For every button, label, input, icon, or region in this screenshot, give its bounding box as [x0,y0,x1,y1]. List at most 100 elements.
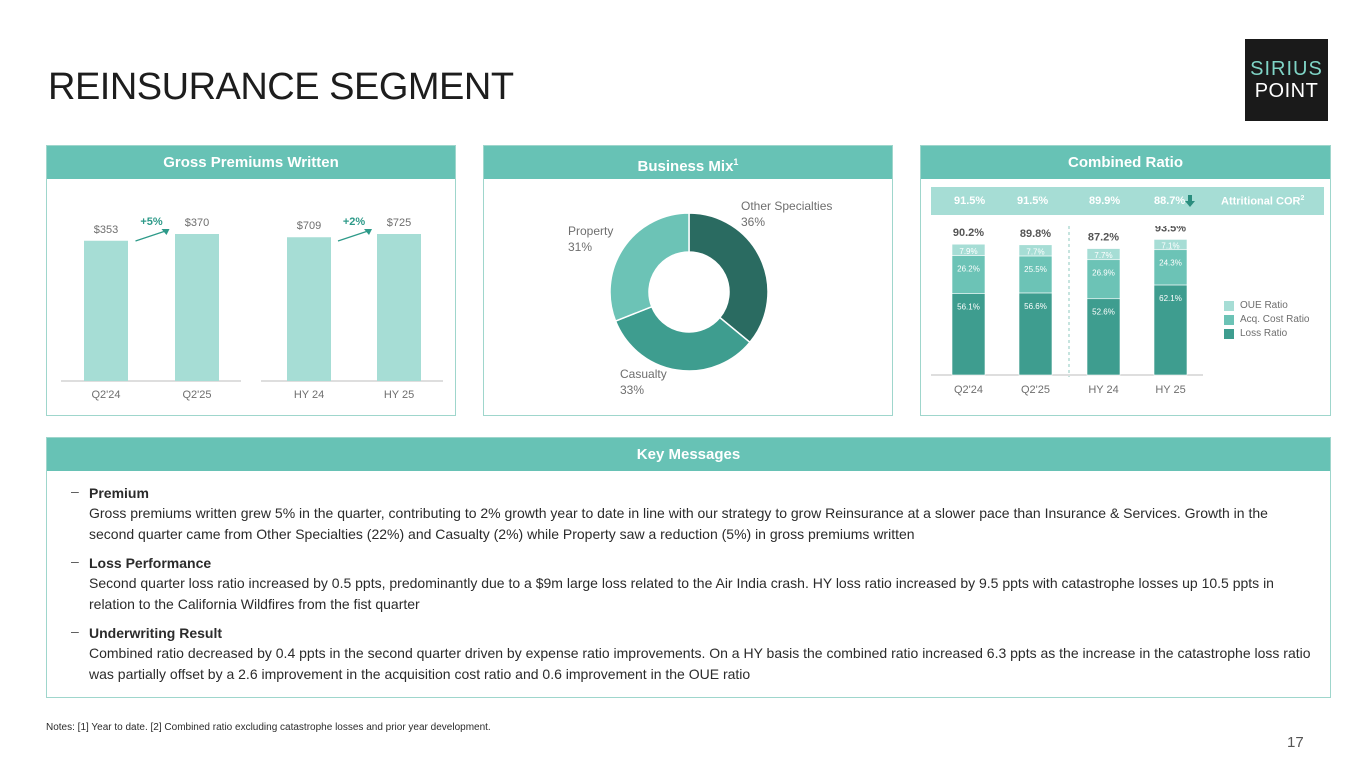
bullet-dash: – [71,623,79,639]
stacked-bar-segment [951,243,986,256]
growth-label: +2% [343,216,366,228]
attritional-cor-strip: 91.5% 91.5% 89.9% 88.7% Attritional COR2 [931,187,1324,215]
x-tick-label: HY 24 [1088,384,1118,396]
combined-ratio-chart: 56.1% 26.2% 7.9% 90.2% Q2'24 56.6% 25.5% 7.7% 89… [931,226,1203,396]
donut-label-casualty: Casualty 33% [620,366,667,398]
key-messages-body: – Premium Gross premiums written grew 5%… [47,471,1330,685]
bar [377,234,421,381]
bar [175,234,219,381]
total-value-label: 93.5% [1155,226,1186,234]
key-message-heading: Premium [89,485,149,501]
key-message-premium: – Premium Gross premiums written grew 5%… [71,483,1312,545]
segment-value-label: 7.7% [1026,247,1044,256]
stacked-bar-segment [951,255,986,294]
stacked-bar-segment [951,293,986,376]
donut-slice [688,212,769,344]
bar-value-label: $353 [94,224,118,236]
slice-name: Property [568,224,614,238]
bullet-dash: – [71,483,79,499]
page-number: 17 [1287,734,1304,751]
attritional-value: 88.7% [1154,195,1186,207]
segment-value-label: 26.2% [957,265,980,274]
business-mix-donut [609,212,769,372]
business-mix-footnote-ref: 1 [733,157,739,167]
segment-value-label: 56.6% [1024,302,1047,311]
segment-value-label: 52.6% [1092,308,1115,317]
total-value-label: 90.2% [953,227,984,239]
key-message-heading: Loss Performance [89,555,212,571]
segment-value-label: 62.1% [1159,294,1182,303]
stacked-bar-segment [1086,248,1121,261]
page-title: REINSURANCE SEGMENT [48,66,514,108]
gross-premiums-panel: Gross Premiums Written $353 Q2'24 $370 Q2'2… [46,145,456,416]
x-tick-label: Q2'25 [182,389,211,401]
attritional-value: 91.5% [1017,195,1049,207]
stacked-bar-segment [1018,255,1053,294]
legend-item-oue: OUE Ratio [1224,300,1288,311]
key-messages-panel: Key Messages – Premium Gross premiums wr… [46,437,1331,698]
attritional-value: 91.5% [954,195,986,207]
key-messages-header: Key Messages [47,438,1330,471]
slice-pct: 36% [741,215,766,229]
segment-value-label: 26.9% [1092,269,1115,278]
segment-value-label: 24.3% [1159,259,1182,268]
slice-pct: 31% [568,240,593,254]
x-tick-label: Q2'25 [1021,384,1050,396]
slice-name: Other Specialties [741,199,833,213]
x-tick-label: Q2'24 [91,389,120,401]
donut-label-other-specialties: Other Specialties 36% [741,198,832,230]
stacked-bar-segment [1018,244,1053,257]
segment-value-label: 7.9% [959,247,977,256]
segment-value-label: 7.7% [1094,251,1112,260]
bullet-dash: – [71,553,79,569]
slice-name: Casualty [620,367,667,381]
legend-item-loss: Loss Ratio [1224,328,1287,339]
slice-pct: 33% [620,383,645,397]
legend-swatch [1224,328,1234,339]
key-message-underwriting-result: – Underwriting Result Combined ratio dec… [71,623,1312,685]
key-message-text: Second quarter loss ratio increased by 0… [89,575,1274,612]
stacked-bar-segment [1018,292,1053,376]
key-message-text: Combined ratio decreased by 0.4 ppts in … [89,645,1311,682]
x-tick-label: HY 24 [294,389,324,401]
down-arrow-icon [1185,195,1195,207]
key-message-loss-performance: – Loss Performance Second quarter loss r… [71,553,1312,615]
donut-slice [609,212,690,323]
footnotes: Notes: [1] Year to date. [2] Combined ra… [46,722,491,733]
total-value-label: 87.2% [1088,232,1119,244]
segment-value-label: 25.5% [1024,265,1047,274]
logo-line-2: POINT [1254,80,1319,102]
attritional-value: 89.9% [1089,195,1121,207]
attritional-cor-label: Attritional COR2 [1221,195,1305,208]
key-message-heading: Underwriting Result [89,625,223,641]
bar-value-label: $370 [185,217,209,229]
legend-label: Acq. Cost Ratio [1240,314,1310,325]
bar-value-label: $709 [297,220,321,232]
segment-value-label: 56.1% [957,303,980,312]
growth-arrowhead-icon [364,229,372,235]
growth-arrowhead-icon [161,229,170,235]
logo-line-1: SIRIUS [1250,58,1323,80]
legend-label: OUE Ratio [1240,300,1288,311]
x-tick-label: Q2'24 [954,384,983,396]
legend-item-acq-cost: Acq. Cost Ratio [1224,314,1309,325]
x-tick-label: HY 25 [384,389,414,401]
business-mix-header: Business Mix1 [484,146,892,179]
stacked-bar-segment [1086,259,1121,300]
x-tick-label: HY 25 [1155,384,1185,396]
legend-label: Loss Ratio [1240,328,1288,339]
bar [84,240,128,381]
gross-premiums-chart: $353 Q2'24 $370 Q2'25 +5% $709 HY 24 $725 HY 25 +… [61,216,443,401]
total-value-label: 89.8% [1020,228,1051,240]
attritional-footnote-ref: 2 [1300,195,1305,202]
combined-ratio-header: Combined Ratio [921,146,1330,179]
donut-slice [614,305,751,372]
legend-swatch [1224,314,1234,325]
growth-arrow-icon [337,230,369,242]
business-mix-panel: Business Mix1 Other Specialties 36% Prop… [483,145,893,416]
stacked-bar-segment [1153,284,1188,376]
segment-value-label: 7.1% [1161,242,1179,251]
stacked-bar-segment [1086,298,1121,376]
donut-label-property: Property 31% [568,223,613,255]
sirius-point-logo: SIRIUS POINT [1245,39,1328,121]
